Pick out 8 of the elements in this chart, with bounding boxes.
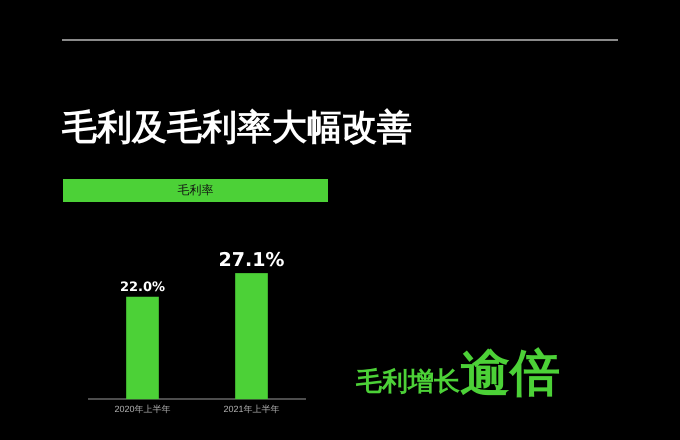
chart-subtitle: 毛利率 [63,179,328,202]
x-tick-label: 2020年上半年 [114,404,171,414]
chart-title: 毛利及毛利率大幅改善 [62,107,412,150]
text: 毛利增长 [356,367,460,397]
text: 逾倍 [460,344,560,402]
data-label: 27.1% [218,248,284,271]
x-tick-label: 2021年上半年 [223,404,280,414]
data-label: 22.0% [120,280,166,295]
